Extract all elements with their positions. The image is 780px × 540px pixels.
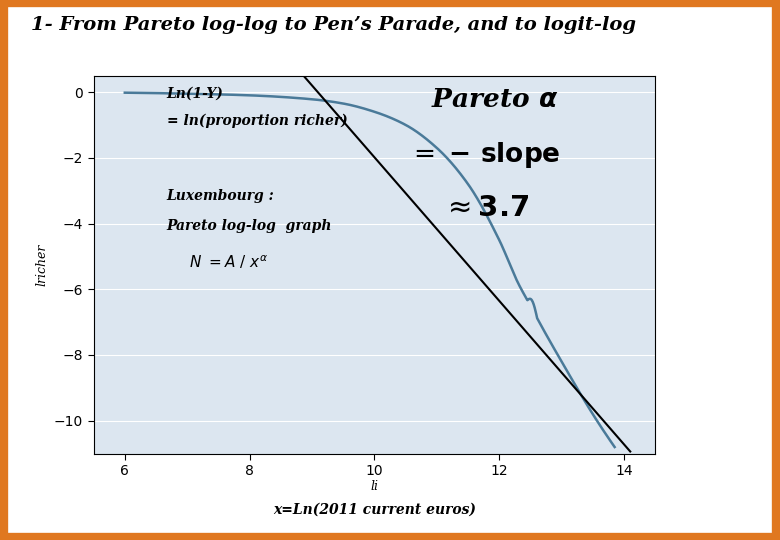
Text: $=\ \mathbf{-}$ $\mathit{\mathbf{slope}}$: $=\ \mathbf{-}$ $\mathit{\mathbf{slope}}… (408, 140, 561, 170)
Text: li: li (370, 480, 378, 493)
Text: = ln(proportion richer): = ln(proportion richer) (167, 113, 347, 128)
Text: Ln(1-Y): Ln(1-Y) (167, 87, 224, 101)
Text: Luxembourg :: Luxembourg : (167, 189, 275, 203)
Text: 1- From Pareto log-log to Pen’s Parade, and to logit-log: 1- From Pareto log-log to Pen’s Parade, … (31, 16, 636, 34)
Text: Pareto log-log  graph: Pareto log-log graph (167, 219, 332, 233)
Text: $\approx\mathbf{3.7}$: $\approx\mathbf{3.7}$ (441, 193, 529, 222)
Text: $N\ = A\ /\ x^{\alpha}$: $N\ = A\ /\ x^{\alpha}$ (189, 253, 268, 271)
Y-axis label: lricher: lricher (35, 244, 48, 286)
Text: Pareto $\boldsymbol{\alpha}$: Pareto $\boldsymbol{\alpha}$ (431, 87, 558, 112)
Text: x=Ln(2011 current euros): x=Ln(2011 current euros) (273, 503, 476, 517)
